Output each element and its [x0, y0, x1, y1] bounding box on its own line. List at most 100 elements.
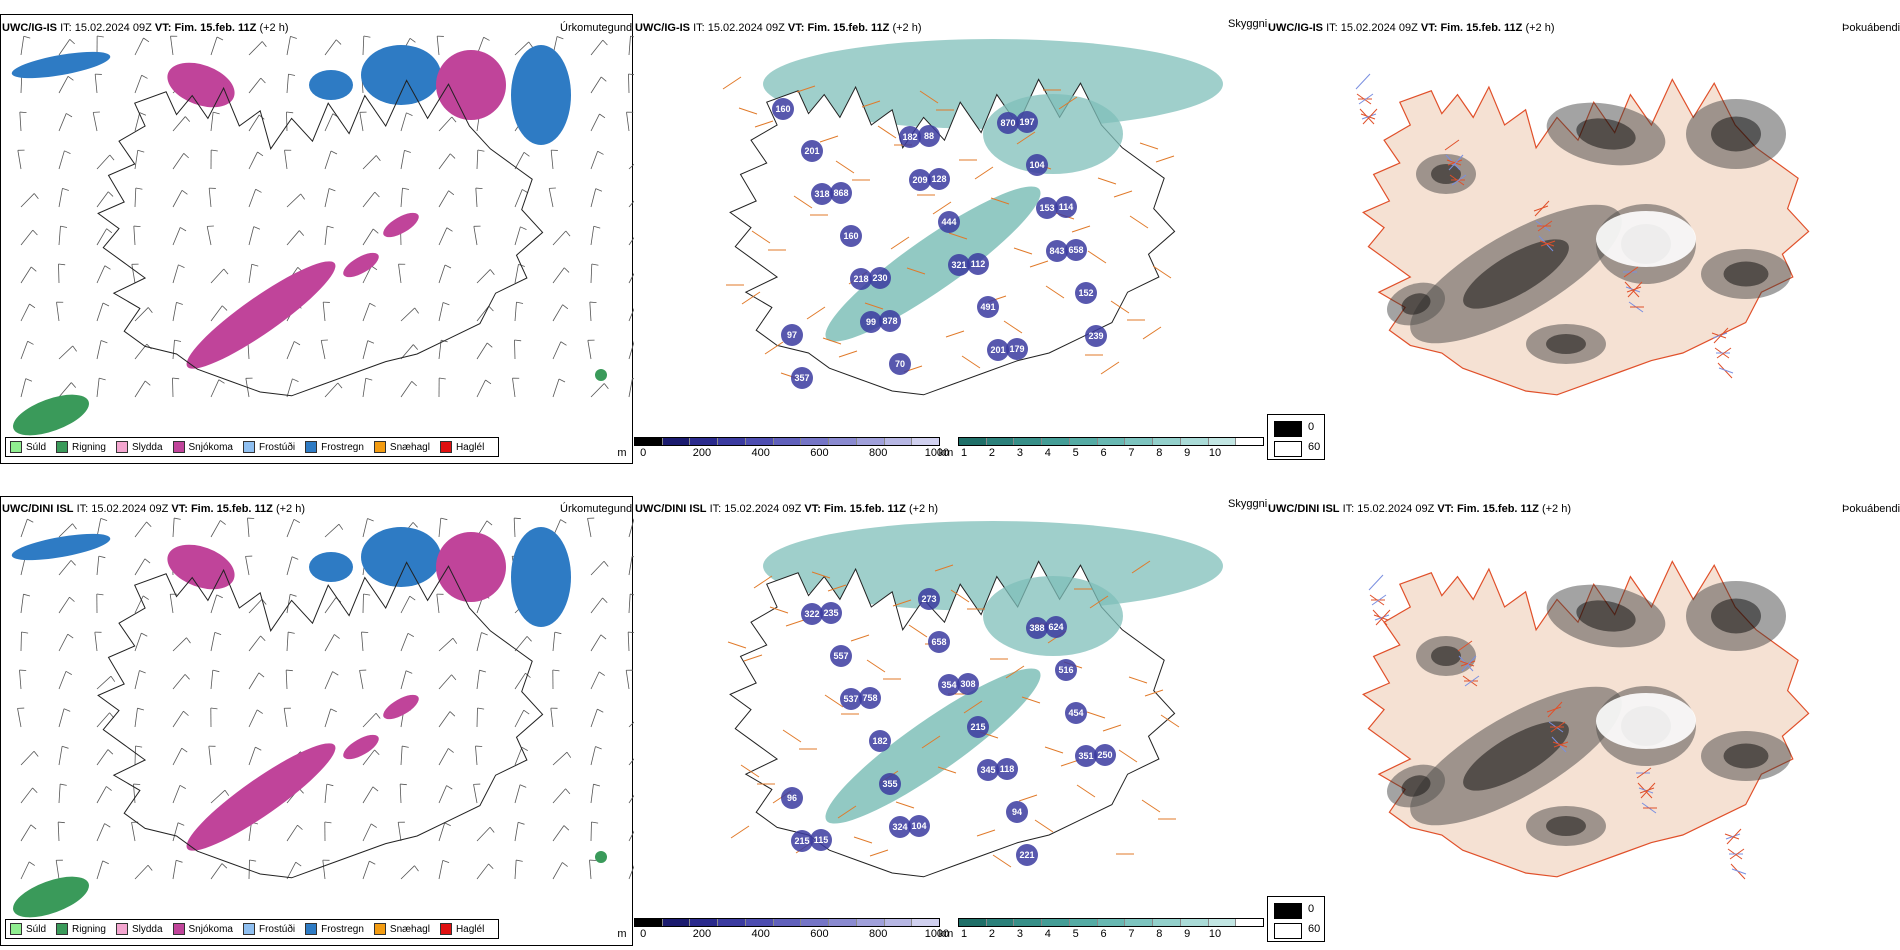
cloud-base-cell	[1006, 801, 1028, 823]
cloud-base-cell	[1065, 239, 1087, 261]
cloud-base-cell	[840, 225, 862, 247]
cloud-base-label: 128	[931, 174, 946, 184]
cloud-base-cell	[869, 730, 891, 752]
legend-label: Rigning	[72, 923, 106, 935]
cloud-base-cell	[801, 140, 823, 162]
colorbar-tick: 9	[1184, 928, 1191, 940]
colorbar-tick: 8	[1156, 447, 1163, 459]
cloud-base-cell	[830, 182, 852, 204]
precip-type-map-row1: Súld Rigning Slydda Snjókoma Frostúði Frostre…	[0, 14, 634, 464]
legend-swatch	[115, 441, 128, 453]
legend-swatch	[305, 441, 318, 453]
cloud-base-label: 239	[1088, 331, 1103, 341]
colorbar-tick: 200	[692, 447, 712, 459]
cloud-base-label: 491	[980, 302, 995, 312]
cloud-base-label: 160	[843, 231, 858, 241]
colorbar-strip	[634, 918, 940, 927]
cloud-base-cell	[977, 759, 999, 781]
colorbar-tick: 2	[988, 928, 996, 940]
cloud-base-label: 345	[980, 765, 995, 775]
header-row2-panel1: UWC/DINI ISL IT: 15.02.2024 09Z VT: Fim.…	[2, 503, 305, 515]
legend-swatch	[10, 441, 22, 453]
cloud-base-label: 115	[814, 835, 829, 845]
cloud-base-label: 179	[1009, 344, 1024, 354]
param-label-row1-panel3: Þokuábendi	[1842, 22, 1900, 34]
precip-legend-item: Rigning	[56, 441, 106, 453]
cloud-base-cell	[948, 254, 970, 276]
cloud-base-cell	[908, 815, 930, 837]
cloud-base-label: 88	[924, 131, 934, 141]
colorbar-tick: 3	[1016, 928, 1023, 940]
legend-label: Frostúði	[258, 923, 296, 935]
cloud-base-cell	[1085, 325, 1107, 347]
visibility-map-canvas: 160 209 843 99 870 318 321 239 182 153 218 201 201 44…	[722, 39, 1223, 396]
cloud-base-label: 94	[1012, 807, 1022, 817]
cloud-base-cell	[1026, 154, 1048, 176]
fog-legend-row1: 0 60	[1267, 414, 1325, 460]
cloud-base-cell	[820, 602, 842, 624]
precip-legend-item: Súld	[10, 441, 46, 453]
cloud-base-cell	[938, 211, 960, 233]
cloud-base-label: 308	[960, 679, 975, 689]
colorbar-tick: 200	[692, 928, 712, 940]
legend-label: Snæhagl	[389, 441, 430, 453]
fog-map-canvas	[1361, 560, 1810, 880]
cloud-base-label: 557	[833, 651, 848, 661]
fog-legend-swatch	[1274, 923, 1302, 939]
legend-label: Haglél	[455, 441, 485, 453]
header-row2-panel3: UWC/DINI ISL IT: 15.02.2024 09Z VT: Fim.…	[1268, 503, 1571, 515]
cloud-base-cell	[909, 169, 931, 191]
fog-legend-label: 0	[1308, 421, 1315, 433]
fog-map-row1	[1266, 14, 1900, 464]
legend-swatch	[56, 441, 69, 453]
precip-legend-item: Snæhagl	[373, 923, 430, 935]
colorbar-strip	[958, 918, 1264, 927]
fog-legend-swatch	[1274, 903, 1302, 919]
precip-legend-item: Frostúði	[242, 441, 295, 453]
fog-legend-label: 60	[1308, 923, 1321, 935]
legend-label: Rigning	[72, 441, 106, 453]
colorbar-tick: 1000	[924, 447, 950, 459]
colorbar-tick: 6	[1100, 447, 1107, 459]
colorbar-strip	[958, 437, 1264, 446]
cloud-base-label: 516	[1058, 665, 1073, 675]
fog-legend-swatch	[1274, 441, 1302, 457]
cloud-base-colorbar-row2: m 0 200 400 600 800 1000	[617, 918, 949, 941]
fog-map-row2	[1266, 496, 1900, 946]
legend-swatch	[373, 441, 386, 453]
cloud-base-cell	[977, 296, 999, 318]
legend-swatch	[10, 923, 22, 935]
cloud-base-label: 318	[814, 189, 829, 199]
precip-legend-item: Haglél	[439, 923, 484, 935]
cloud-base-label: 230	[872, 273, 887, 283]
cloud-base-cell	[996, 758, 1018, 780]
cloud-base-label: 322	[804, 609, 819, 619]
cloud-base-cell	[899, 126, 921, 148]
fog-legend-swatch	[1274, 421, 1302, 437]
precip-legend-item: Haglél	[439, 441, 485, 453]
precip-legend-item: Súld	[10, 923, 46, 935]
cloud-base-label: 201	[804, 146, 819, 156]
cloud-base-cell	[1016, 844, 1038, 866]
cloud-base-cell	[1075, 745, 1097, 767]
cloud-base-cell	[1055, 659, 1077, 681]
cloud-base-label: 355	[882, 779, 897, 789]
cloud-base-label: 99	[866, 317, 876, 327]
cloud-base-cell	[967, 716, 989, 738]
cloud-base-label: 324	[892, 822, 907, 832]
colorbar-tick: 800	[869, 447, 888, 459]
cloud-base-label: 250	[1097, 750, 1112, 760]
cloud-base-cell	[810, 829, 832, 851]
colorbar-unit: m	[617, 447, 627, 459]
cloud-base-cell	[1075, 282, 1097, 304]
legend-label: Slydda	[131, 923, 163, 935]
cloud-base-cell	[997, 112, 1019, 134]
cloud-base-cell	[889, 353, 911, 375]
precip-legend-item: Slydda	[115, 923, 163, 935]
cloud-base-cell	[889, 816, 911, 838]
legend-swatch	[56, 923, 69, 935]
cloud-base-label: 215	[794, 836, 809, 846]
cloud-base-cell	[1094, 744, 1116, 766]
cloud-base-cell	[928, 168, 950, 190]
cloud-base-label: 537	[843, 694, 858, 704]
